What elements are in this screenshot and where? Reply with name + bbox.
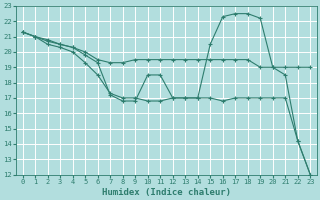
X-axis label: Humidex (Indice chaleur): Humidex (Indice chaleur) [102, 188, 231, 197]
